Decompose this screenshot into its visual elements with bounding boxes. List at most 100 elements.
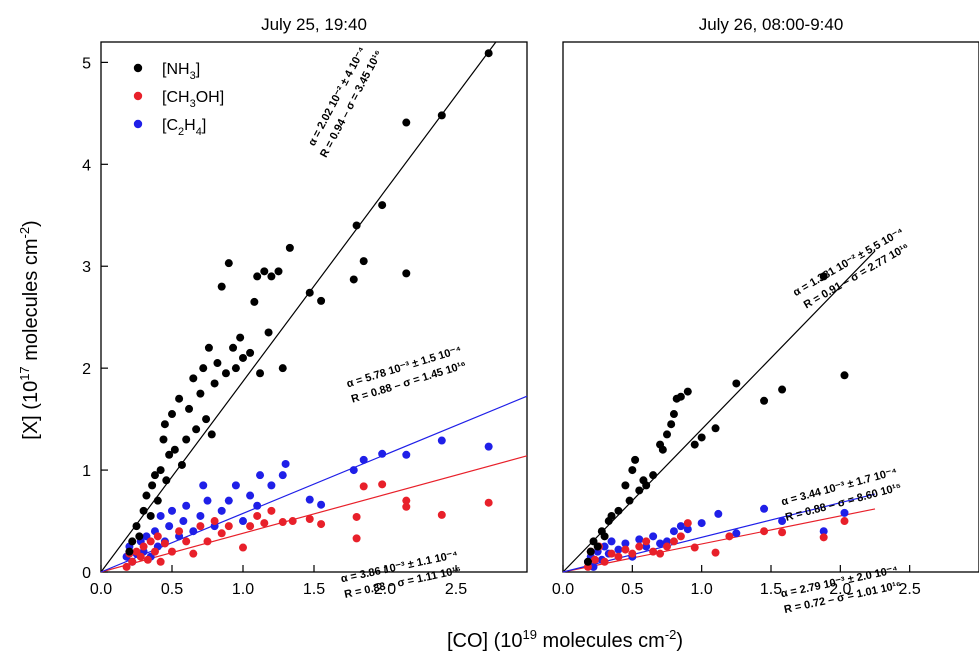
data-point [669, 410, 678, 419]
data-point [583, 557, 592, 566]
data-point [143, 555, 152, 564]
data-point [697, 433, 706, 442]
data-point [378, 480, 387, 489]
legend: [NH3][CH3OH][C2H4] [133, 61, 224, 138]
data-point [352, 221, 361, 230]
data-point [669, 527, 678, 536]
data-point [725, 532, 734, 541]
data-point [217, 282, 226, 291]
panel-title: July 25, 19:40 [261, 15, 367, 34]
data-point [246, 348, 255, 357]
data-point [229, 343, 238, 352]
y-tick-label: 2 [82, 361, 91, 378]
data-point [281, 459, 290, 468]
x-tick-label: 0.5 [621, 581, 643, 598]
data-point [352, 534, 361, 543]
data-point [278, 471, 287, 480]
data-point [175, 394, 184, 403]
data-point [256, 471, 265, 480]
data-point [690, 440, 699, 449]
data-point [139, 542, 148, 551]
data-point [160, 539, 169, 548]
data-point [224, 259, 233, 268]
data-point [148, 481, 157, 490]
data-point [628, 549, 637, 558]
y-tick-label: 5 [82, 55, 91, 72]
data-point [253, 511, 262, 520]
data-point [317, 296, 326, 305]
data-point [621, 539, 630, 548]
data-point [305, 515, 314, 523]
data-point [614, 506, 623, 515]
data-point [253, 272, 262, 281]
data-point [213, 359, 222, 368]
data-point [260, 267, 269, 276]
data-point [239, 353, 247, 362]
data-point [196, 389, 205, 398]
legend-label-part: [C [162, 117, 178, 134]
data-point [150, 547, 159, 556]
data-point [649, 532, 658, 541]
data-point [196, 511, 205, 520]
data-point [165, 450, 174, 459]
data-point [607, 549, 616, 558]
data-point [231, 481, 240, 490]
x-tick-label: 0.0 [90, 581, 112, 598]
y-axis-label: [X] (1017 molecules cm-2) [17, 220, 42, 439]
data-point [210, 517, 219, 526]
data-point [586, 547, 595, 556]
legend-marker [133, 91, 143, 101]
data-point [267, 506, 276, 515]
x-tick-label: 0.0 [552, 581, 574, 598]
x-tick-label: 2.5 [899, 581, 921, 598]
data-point [239, 543, 247, 552]
x-tick-label: 2.5 [445, 581, 467, 598]
data-point [239, 517, 247, 526]
data-point [128, 537, 137, 546]
data-point [224, 496, 233, 505]
legend-label: [NH3] [162, 61, 200, 82]
data-point [656, 549, 665, 558]
legend-label-part: 3 [190, 70, 196, 82]
data-point [819, 533, 828, 542]
x-tick-label: 2.0 [829, 581, 851, 598]
data-point [189, 527, 198, 536]
data-point [170, 445, 179, 454]
data-point [635, 542, 644, 551]
data-point [621, 545, 630, 554]
legend-label: [C2H4] [162, 117, 206, 138]
data-point [714, 509, 723, 518]
data-point [642, 537, 651, 546]
data-point [359, 257, 368, 266]
data-point [210, 379, 219, 388]
data-point [711, 548, 720, 557]
data-point [402, 502, 411, 511]
data-point [711, 424, 720, 433]
x-tick-label: 1.5 [760, 581, 782, 598]
data-point [484, 442, 493, 451]
data-point [697, 519, 706, 528]
data-point [778, 385, 787, 394]
data-point [132, 522, 141, 531]
legend-label-part: [CH [162, 89, 190, 106]
legend-marker [133, 119, 143, 129]
data-point [177, 460, 186, 469]
data-point [189, 374, 198, 383]
data-point [658, 445, 667, 454]
data-point [267, 272, 276, 281]
data-point [182, 537, 191, 546]
data-point [676, 532, 685, 541]
data-point [202, 415, 211, 424]
data-point [402, 450, 411, 459]
data-point [221, 369, 230, 378]
data-point [378, 449, 387, 458]
panel-july-26: July 26, 08:00-9:40 0.0 0.5 1.0 1.5 2.0 2.5 α =… [552, 15, 979, 616]
data-point [840, 508, 849, 517]
data-point [175, 527, 184, 536]
data-point [285, 243, 294, 252]
data-point [192, 425, 201, 434]
data-point [607, 537, 616, 546]
data-point [203, 537, 212, 546]
data-point [683, 519, 692, 528]
